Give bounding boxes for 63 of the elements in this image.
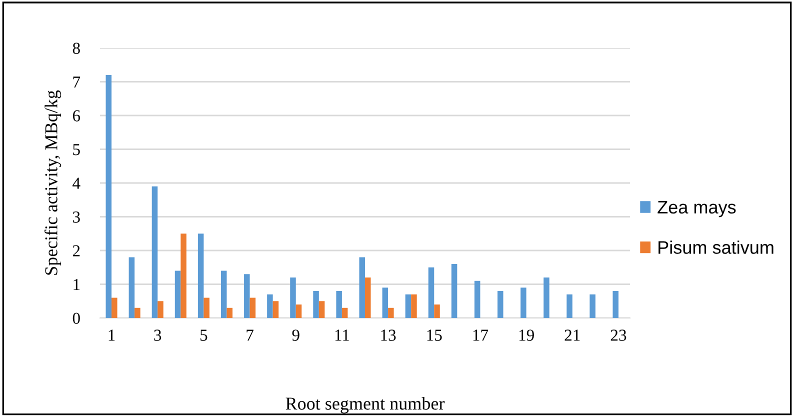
bar [112,298,118,318]
bar [520,288,526,318]
x-tick-label: 11 [335,330,349,341]
bar [180,234,186,318]
y-tick-label: 3 [73,211,80,223]
y-tick-label: 8 [72,42,80,54]
bar [128,257,135,318]
bar [498,291,504,318]
x-tick-label: 23 [610,330,626,341]
bar [544,278,550,318]
bar [250,298,256,318]
bar [434,304,440,318]
x-tick-label: 7 [246,330,254,341]
y-tick-label: 6 [72,110,80,122]
bar [152,186,158,318]
bar [267,294,273,318]
bar [382,288,388,318]
bar [411,294,417,318]
bar [336,291,342,318]
bar [220,270,227,318]
bar [365,278,371,318]
x-tick-label: 21 [564,330,580,341]
bar [272,301,279,318]
x-tick-label: 13 [381,330,396,341]
bar [158,301,164,318]
bar [198,234,204,318]
x-tick-label: 17 [473,330,488,341]
bar [318,301,325,318]
bar [359,257,365,318]
bar [451,264,458,318]
bar [474,280,480,318]
x-tick-label: 9 [292,330,300,341]
x-tick-label: 15 [427,330,442,341]
bar [106,75,112,318]
y-tick-label: 2 [72,245,80,256]
y-tick-label: 4 [72,178,80,189]
bar [290,278,296,318]
x-tick-label: 1 [108,330,115,341]
legend-label: Pisum sativum [658,240,774,254]
y-tick-label: 1 [74,279,80,290]
bar [590,294,596,318]
y-tick-label: 7 [73,76,80,88]
bar [204,298,210,318]
x-tick-label: 3 [154,330,162,341]
x-tick-label: 5 [200,330,208,341]
y-tick-label: 0 [72,312,80,324]
bar [612,291,618,318]
x-tick-label: 19 [519,330,534,341]
legend-label: Zea mays [658,200,736,218]
bar [226,308,232,318]
bar [134,308,140,318]
bar [174,270,181,318]
bar [313,291,319,318]
bar [296,304,302,318]
bar [388,308,394,318]
bar [244,274,250,318]
bar [566,294,572,318]
bar [405,294,412,318]
bar [428,267,434,318]
x-axis-title: Root segment number [286,397,445,414]
y-tick-label: 5 [73,144,80,156]
bar [342,308,348,318]
y-axis-title: Specific activity, MBq/kg [44,90,62,275]
